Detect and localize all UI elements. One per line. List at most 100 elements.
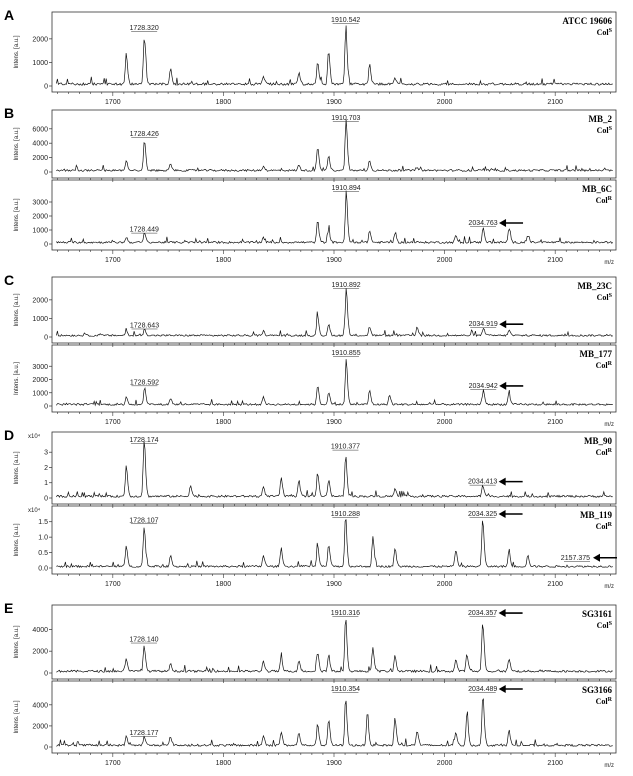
peak-label: 1728.426: [130, 131, 159, 138]
spectrum-trace: [56, 519, 613, 569]
spectrum-panel-mb-23c: Intens. [a.u.] 0 1000 2000 1728.643 1910.892 2…: [14, 276, 617, 347]
y-axis-multiplier: x10⁴: [28, 507, 41, 514]
y-tick-label: 2000: [32, 377, 48, 384]
y-tick-label: 0: [44, 84, 48, 91]
y-tick-label: 0: [44, 671, 48, 678]
y-tick-label: 2000: [32, 155, 48, 162]
y-axis-title: Intens. [a.u.]: [14, 523, 20, 556]
x-tick-label: 1800: [216, 99, 232, 106]
strain-name: MB_2: [589, 114, 613, 124]
spectrum-panel-mb-90: Intens. [a.u.] x10⁴ 0 1 2 3 1728.174 1910.377 20…: [14, 431, 617, 508]
spectrum-panel-sg3166: Intens. [a.u.] 0 2000 4000 1728.177 1910.354 2…: [14, 680, 617, 769]
x-unit-label: m/z: [604, 422, 614, 428]
x-tick-label: 2100: [547, 99, 563, 106]
y-axis-title: Intens. [a.u.]: [14, 625, 20, 658]
spectrum-trace: [56, 619, 613, 674]
y-tick-label: 4000: [32, 627, 48, 634]
x-tick-label: 2000: [437, 257, 453, 264]
y-tick-label: 2000: [32, 36, 48, 43]
x-tick-label: 2000: [437, 99, 453, 106]
colistin-phenotype: ColR: [596, 522, 613, 531]
y-axis-title: Intens. [a.u.]: [14, 451, 20, 484]
x-tick-label: 1700: [105, 419, 121, 426]
peak-label: 1728.643: [130, 322, 159, 329]
x-tick-label: 2000: [437, 419, 453, 426]
x-tick-label: 2000: [437, 760, 453, 767]
strain-name: MB_6C: [582, 184, 612, 194]
y-tick-label: 4000: [32, 141, 48, 148]
colistin-phenotype: ColR: [596, 448, 613, 457]
spectrum-panel-sg3161: Intens. [a.u.] 0 2000 4000 1728.140 1910.316 2…: [14, 604, 617, 683]
y-tick-label: 3000: [32, 364, 48, 371]
peak-label: 2157.375: [561, 555, 590, 562]
x-tick-label: 2100: [547, 419, 563, 426]
x-tick-label: 1900: [326, 581, 342, 588]
colistin-phenotype: ColR: [596, 697, 613, 706]
colistin-phenotype: ColS: [597, 28, 613, 37]
y-tick-label: 1000: [32, 60, 48, 67]
spectrum-trace: [56, 441, 613, 499]
spectrum-trace: [56, 190, 614, 244]
peak-label: 1910.542: [331, 17, 360, 24]
strain-name: MB_23C: [578, 281, 613, 291]
y-tick-label: 1000: [32, 228, 48, 235]
peak-label: 2034.919: [469, 321, 498, 328]
peak-label: 1728.320: [130, 25, 159, 32]
arrow-head-icon: [498, 685, 506, 693]
panel-letter-B: B: [4, 105, 14, 121]
x-tick-label: 1700: [105, 257, 121, 264]
x-tick-label: 1900: [326, 99, 342, 106]
y-axis-title: Intens. [a.u.]: [14, 362, 20, 395]
x-tick-label: 1900: [326, 419, 342, 426]
peak-label: 1910.354: [331, 686, 360, 693]
peak-label: 1728.449: [130, 227, 159, 234]
arrow-head-icon: [498, 477, 506, 486]
arrow-head-icon: [593, 553, 600, 562]
strain-name: MB_177: [580, 349, 613, 359]
strain-name: SG3161: [582, 609, 613, 619]
y-tick-label: 4000: [32, 702, 48, 709]
y-tick-label: 0.0: [38, 566, 48, 573]
strain-name: MB_119: [580, 510, 613, 520]
x-tick-label: 1700: [105, 99, 121, 106]
y-tick-label: 1.0: [38, 535, 48, 542]
x-unit-label: m/z: [604, 260, 614, 266]
colistin-phenotype: ColS: [597, 621, 613, 630]
arrow-head-icon: [498, 510, 506, 518]
spectrum-panel-mb-119: Intens. [a.u.] x10⁴ 0.0 0.5 1.0 1.5 1728.107 19…: [14, 505, 617, 590]
spectrum-panel-atcc-19606: Intens. [a.u.] 0 1000 2000 1728.320 1910.542 A…: [14, 11, 617, 106]
spectrum-trace: [56, 25, 613, 87]
y-axis-multiplier: x10⁴: [28, 433, 41, 440]
y-tick-label: 2000: [32, 649, 48, 656]
peak-label: 2034.489: [468, 686, 497, 693]
peak-label: 2034.413: [468, 479, 497, 486]
colistin-phenotype: ColR: [596, 361, 613, 370]
panel-letter-D: D: [4, 427, 14, 443]
peak-label: 1910.892: [331, 282, 360, 289]
spectrum-trace: [56, 698, 613, 748]
peak-label: 1728.140: [129, 637, 158, 644]
y-axis-title: Intens. [a.u.]: [14, 198, 20, 231]
x-tick-label: 1700: [105, 760, 121, 767]
x-tick-label: 1900: [326, 760, 342, 767]
y-tick-label: 0: [44, 496, 48, 503]
y-tick-label: 6000: [32, 126, 48, 133]
panel-letter-C: C: [4, 272, 14, 288]
y-tick-label: 0: [44, 242, 48, 249]
arrow-head-icon: [499, 381, 507, 390]
panel-letter-A: A: [4, 7, 14, 23]
y-tick-label: 0: [44, 335, 48, 342]
arrow-head-icon: [499, 218, 507, 227]
y-tick-label: 2000: [32, 214, 48, 221]
colistin-phenotype: ColS: [597, 293, 613, 302]
peak-label: 1728.174: [129, 437, 158, 444]
peak-label: 2034.357: [468, 610, 497, 617]
y-tick-label: 0: [44, 170, 48, 177]
y-tick-label: 1: [44, 480, 48, 487]
peak-label: 2034.763: [468, 220, 497, 227]
x-tick-label: 2100: [547, 257, 563, 264]
y-tick-label: 0: [44, 404, 48, 411]
y-tick-label: 2000: [32, 723, 48, 730]
spectrum-trace: [56, 119, 613, 173]
